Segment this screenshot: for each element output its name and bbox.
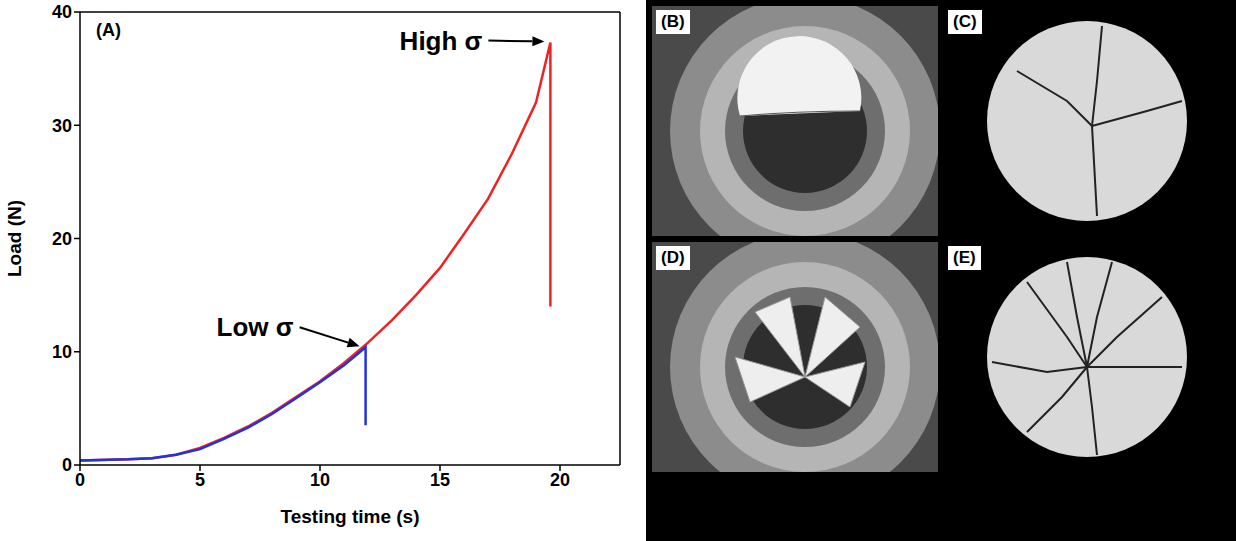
html-text:(E): (E): [953, 248, 976, 267]
svg-text:0: 0: [62, 455, 72, 475]
svg-text:Low σ: Low σ: [217, 312, 294, 342]
svg-text:15: 15: [430, 470, 450, 490]
svg-text:Load (N): Load (N): [4, 200, 25, 277]
svg-text:40: 40: [52, 2, 72, 22]
svg-text:High σ: High σ: [400, 26, 483, 56]
svg-text:10: 10: [52, 342, 72, 362]
svg-text:10: 10: [310, 470, 330, 490]
svg-text:20: 20: [52, 229, 72, 249]
html-text:(D): (D): [661, 248, 685, 267]
svg-text:Testing time (s): Testing time (s): [281, 506, 420, 527]
svg-text:0: 0: [75, 470, 85, 490]
svg-text:20: 20: [550, 470, 570, 490]
html-text:(A): (A): [96, 20, 121, 40]
html-text:(C): (C): [953, 12, 977, 31]
svg-text:30: 30: [52, 116, 72, 136]
svg-text:5: 5: [195, 470, 205, 490]
html-text:(B): (B): [661, 12, 685, 31]
